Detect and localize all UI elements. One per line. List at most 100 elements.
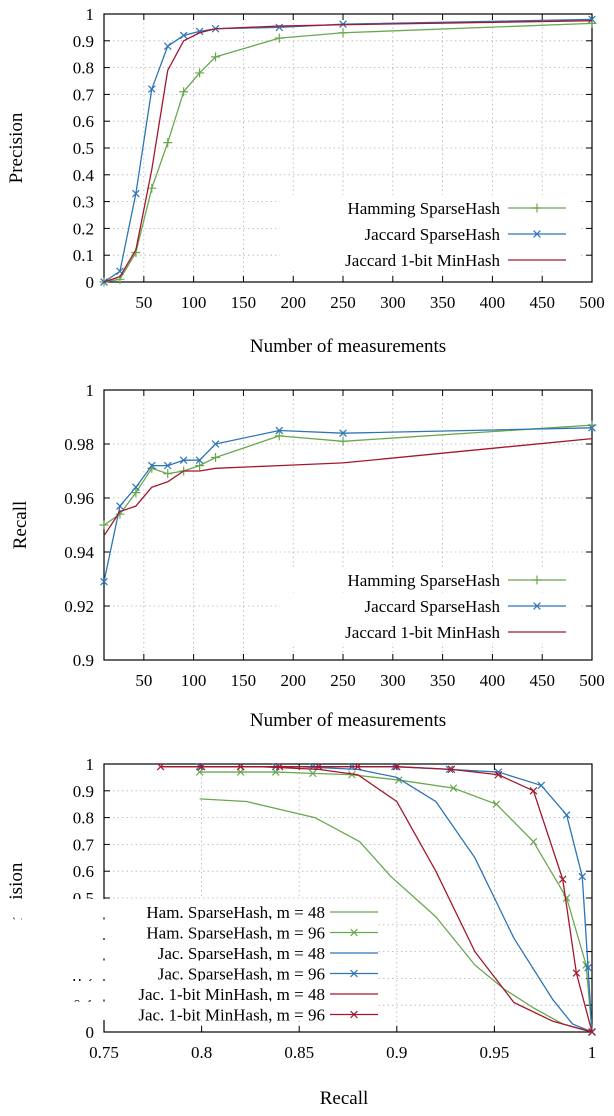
y-tick-label: 0.6 [73, 862, 94, 881]
y-tick-label: 0.94 [64, 543, 94, 562]
x-tick-label: 150 [231, 671, 257, 690]
x-tick-label: 500 [579, 671, 605, 690]
x-tick-label: 0.85 [284, 1043, 314, 1062]
legend-item: Jaccard SparseHash [280, 221, 580, 245]
data-point [156, 762, 165, 771]
legend-sample-marker [533, 230, 541, 238]
legend-sample-marker [350, 928, 358, 937]
series-3 [103, 20, 593, 283]
data-point [275, 762, 284, 771]
series-line [199, 771, 593, 1033]
legend-item-background [280, 221, 580, 245]
y-tick-label: 0.5 [73, 139, 94, 158]
x-tick-label: 0.8 [191, 1043, 212, 1062]
data-point [179, 87, 189, 97]
data-point [338, 436, 348, 446]
legend-sample-marker [532, 575, 542, 585]
legend-item: Jac. 1-bit MinHash, m = 48 [0, 981, 378, 1004]
x-tick-label: 50 [135, 293, 152, 312]
data-point [588, 423, 596, 432]
data-point [236, 762, 245, 771]
x-tick-label: 300 [380, 671, 406, 690]
legend-item: Jac. SparseHash, m = 96 [0, 960, 378, 984]
data-point [314, 762, 323, 771]
data-point [179, 456, 188, 465]
data-point [449, 784, 458, 792]
series-2 [100, 423, 596, 586]
y-tick-label: 0.96 [64, 489, 94, 508]
y-tick-label: 0 [86, 1023, 95, 1042]
series-line [103, 437, 593, 537]
series-5 [162, 766, 593, 1033]
data-point [147, 461, 156, 470]
legend-item: Jaccard 1-bit MinHash [280, 619, 580, 643]
x-tick-label: 500 [579, 293, 605, 312]
x-tick-label: 200 [280, 671, 306, 690]
series-6 [156, 762, 596, 1036]
x-tick-label: 350 [430, 293, 456, 312]
legend-label: Jaccard SparseHash [365, 597, 501, 616]
legend-label: Jac. SparseHash, m = 48 [158, 944, 325, 963]
x-tick-label: 50 [135, 671, 152, 690]
x-tick-label: 450 [529, 293, 555, 312]
data-point [211, 52, 221, 62]
data-point [572, 969, 581, 977]
series-1 [99, 18, 597, 287]
y-axis-label: Recall [10, 501, 31, 550]
legend-item: Hamming SparseHash [280, 567, 580, 591]
data-point [163, 469, 173, 479]
y-tick-label: 0.7 [73, 85, 95, 104]
data-point [116, 502, 124, 510]
x-tick-label: 250 [330, 293, 356, 312]
x-tick-label: 0.95 [480, 1043, 510, 1062]
series-3 [103, 437, 593, 537]
data-point [529, 837, 538, 846]
x-axis-label: Number of measurements [250, 336, 446, 357]
legend-item-background [0, 960, 378, 979]
data-point [562, 811, 571, 819]
x-tick-label: 1 [588, 1043, 597, 1062]
x-axis-label: Recall [320, 1088, 369, 1109]
data-point [195, 456, 204, 465]
series-line [103, 427, 593, 582]
legend-sample-marker [532, 203, 542, 213]
x-tick-label: 450 [529, 671, 555, 690]
data-point [179, 31, 188, 40]
x-tick-label: 200 [280, 293, 306, 312]
data-point [274, 33, 284, 43]
legend-label: Jaccard 1-bit MinHash [345, 251, 500, 270]
data-point [587, 18, 597, 28]
y-tick-label: 0.6 [73, 112, 94, 131]
legend-item-background [280, 247, 580, 271]
legend-label: Ham. SparseHash, m = 48 [146, 903, 325, 922]
legend-label: Jaccard SparseHash [365, 225, 501, 244]
x-tick-label: 0.75 [89, 1043, 119, 1062]
legend-sample-marker [350, 1010, 358, 1019]
legend-label: Ham. SparseHash, m = 96 [146, 924, 325, 943]
y-tick-label: 0.7 [73, 835, 95, 854]
legend-label: Jaccard 1-bit MinHash [345, 623, 500, 642]
y-tick-label: 0.92 [64, 597, 94, 616]
data-point [309, 769, 317, 778]
legend-item-background [280, 593, 580, 617]
legend-sample-marker [350, 969, 358, 978]
data-point [584, 963, 592, 972]
legend-item-background [0, 981, 378, 1000]
x-tick-label: 100 [181, 293, 207, 312]
data-point [494, 770, 503, 779]
y-tick-label: 0.9 [73, 651, 94, 670]
legend-item: Jaccard SparseHash [280, 593, 580, 617]
chart-3: 0.750.80.850.90.95100.10.20.30.40.50.60.… [0, 755, 596, 1109]
y-tick-label: 0.8 [73, 59, 94, 78]
x-axis-label: Number of measurements [250, 710, 446, 731]
data-point [558, 875, 567, 884]
data-point [99, 520, 109, 530]
series-1 [99, 420, 597, 530]
chart-2: 50 100 150 200 250 300 350 400 450 500 0.9 0.92 0.94… [10, 381, 605, 731]
data-point [274, 431, 284, 441]
data-point [275, 23, 284, 32]
data-point [163, 461, 172, 470]
series-line [103, 20, 593, 283]
x-tick-label: 150 [231, 293, 257, 312]
